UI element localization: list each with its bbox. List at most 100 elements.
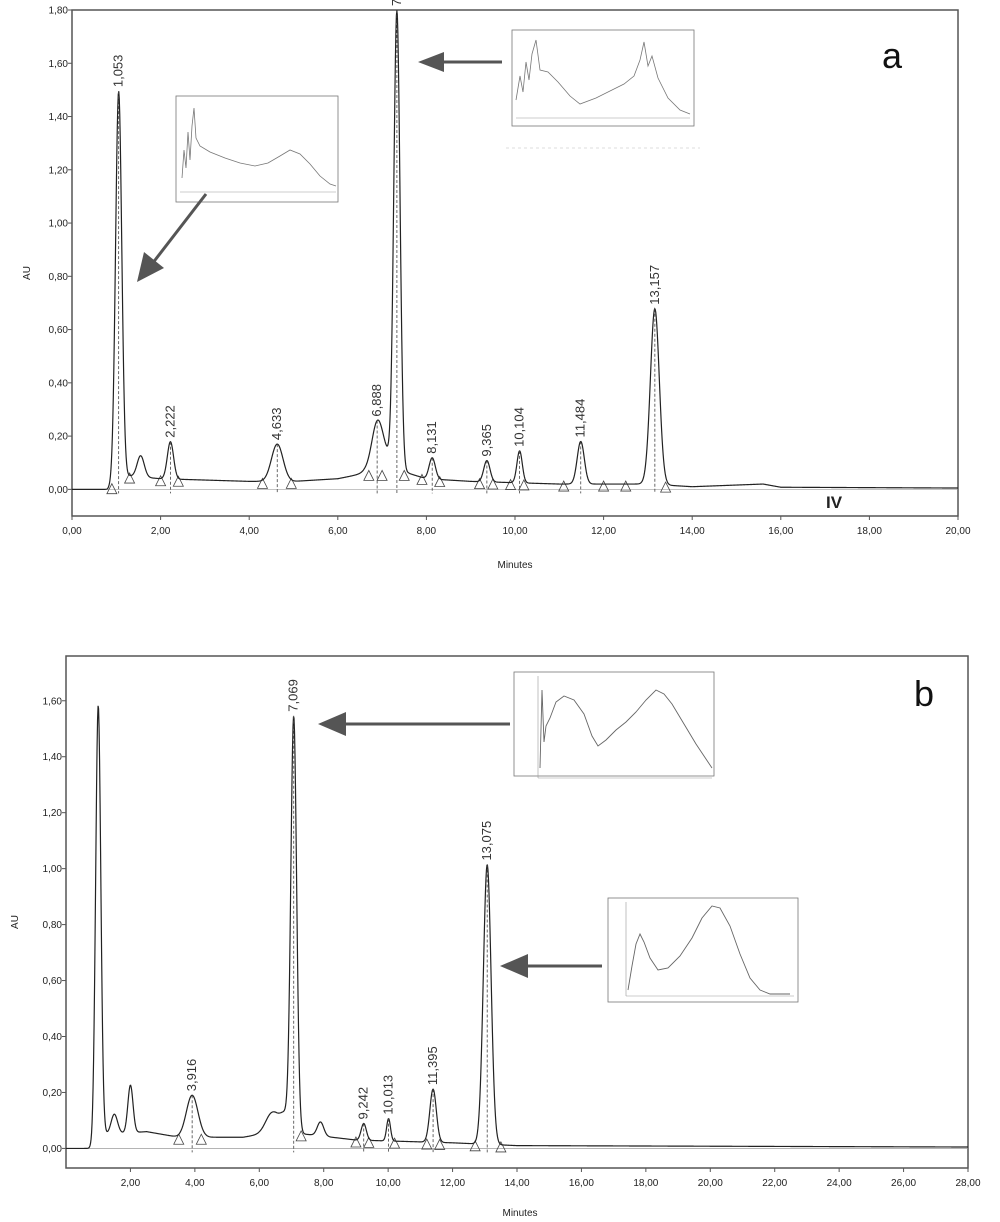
panel-b-trace [66,705,969,1150]
y-tick-label: 1,00 [43,864,63,875]
panel-a-axes: 0,00 0,20 0,40 0,60 0,80 1,00 1,20 1,40 1,60 1,80… [49,6,971,538]
y-tick-label: 0,00 [49,485,69,496]
integration-mark [295,1129,307,1142]
integration-mark [195,1133,207,1145]
panel-b-ylabel: AU [10,915,21,929]
panel-b: b AU Minutes 0,00 0,20 0,40 0,60 0,80 1,00 1,2… [10,655,981,1219]
x-tick-label: 2,00 [151,526,171,537]
x-tick-label: 14,00 [680,526,705,537]
integration-mark [173,1133,185,1145]
peak-label: 6,888 [369,384,384,417]
x-tick-label: 14,00 [504,1178,529,1189]
x-tick-label: 10,00 [376,1178,401,1189]
integration-mark [376,469,388,481]
integration-mark [363,469,375,481]
panel-a-ylabel: AU [22,266,33,280]
y-tick-label: 0,40 [43,1032,63,1043]
inset-spectrum [515,39,691,115]
y-tick-label: 0,60 [49,325,69,336]
integration-mark [504,478,517,490]
integration-mark [434,475,446,487]
integration-mark [154,474,167,487]
x-tick-label: 18,00 [633,1178,658,1189]
panel-a-integration-marks [106,469,672,495]
y-tick-label: 1,40 [43,752,63,763]
y-tick-label: 1,40 [49,112,69,123]
integration-mark [256,477,269,489]
panel-b-inset-2 [607,897,799,1003]
integration-mark [620,480,632,492]
integration-mark [421,1138,433,1150]
panel-b-integration-marks [173,1129,507,1153]
panel-a-peak-labels: 1,053 2,222 4,633 6,888 7,334 8,131 9,365 10,10… [111,0,662,494]
panel-b-inset-1 [513,671,715,779]
peak-label: 3,916 [184,1059,199,1092]
panel-b-inset-2-arrow [500,954,602,978]
peak-label: 9,365 [479,424,494,457]
integration-mark [487,478,499,490]
peak-label: 1,053 [111,55,126,88]
panel-b-letter: b [914,673,934,714]
panel-a-inset-2-arrow [418,52,502,72]
integration-mark [398,469,410,481]
y-tick-label: 0,80 [43,920,63,931]
peak-label: 10,013 [381,1075,396,1115]
x-tick-label: 10,00 [502,526,527,537]
panel-a-inset-1 [175,95,339,203]
x-tick-label: 6,00 [250,1178,270,1189]
peak-label: 7,334 [389,0,404,6]
y-tick-label: 1,20 [49,165,69,176]
x-tick-label: 26,00 [891,1178,916,1189]
integration-mark [363,1136,375,1148]
panel-a-annotation: IV [826,493,843,512]
panel-a-trace [72,9,959,490]
integration-mark [350,1136,362,1148]
integration-mark [558,480,570,492]
panel-b-peak-labels: 3,916 7,069 9,242 10,013 11,395 13,075 [184,679,494,1153]
y-tick-label: 0,40 [49,378,69,389]
panel-b-inset-1-arrow [318,712,510,736]
y-tick-label: 1,80 [49,6,69,17]
x-tick-label: 2,00 [121,1178,141,1189]
y-tick-label: 0,80 [49,272,69,283]
integration-mark [597,480,610,492]
panel-a-xlabel: Minutes [497,560,532,571]
x-tick-label: 4,00 [185,1178,205,1189]
y-tick-label: 1,60 [49,59,69,70]
integration-mark [123,472,136,484]
peak-label: 11,484 [573,399,588,438]
y-tick-label: 0,60 [43,976,63,987]
integration-mark [469,1139,481,1152]
x-tick-label: 16,00 [768,526,793,537]
integration-mark [285,477,297,489]
panel-a: a AU Minutes 0,00 0,20 0,40 0,60 0,80 1,00 1,2… [22,0,971,571]
y-tick-label: 1,20 [43,808,63,819]
integration-mark [495,1141,507,1153]
x-tick-label: 20,00 [698,1178,723,1189]
panel-a-letter: a [882,35,903,76]
peak-label: 11,395 [425,1046,440,1085]
peak-label: 7,069 [286,679,301,712]
peak-label: 4,633 [269,408,284,441]
integration-mark [388,1137,401,1149]
peak-label: 10,104 [512,407,527,447]
x-tick-label: 4,00 [239,526,259,537]
integration-mark [416,473,428,485]
peak-label: 2,222 [162,405,177,438]
x-tick-label: 8,00 [314,1178,334,1189]
y-tick-label: 0,20 [49,432,69,443]
inset-spectrum [539,689,713,769]
peak-label: 9,242 [356,1087,371,1120]
panel-a-inset-2 [506,29,700,149]
x-tick-label: 16,00 [569,1178,594,1189]
x-tick-label: 12,00 [440,1178,465,1189]
panel-b-axes: 0,00 0,20 0,40 0,60 0,80 1,00 1,20 1,40 1,60 2,00… [43,696,981,1189]
y-tick-label: 1,60 [43,696,63,707]
integration-mark [518,479,530,491]
peak-label: 13,157 [647,265,662,305]
peak-label: 8,131 [424,421,439,454]
integration-mark [172,475,184,487]
inset-spectrum [181,107,337,187]
integration-mark [106,482,118,495]
